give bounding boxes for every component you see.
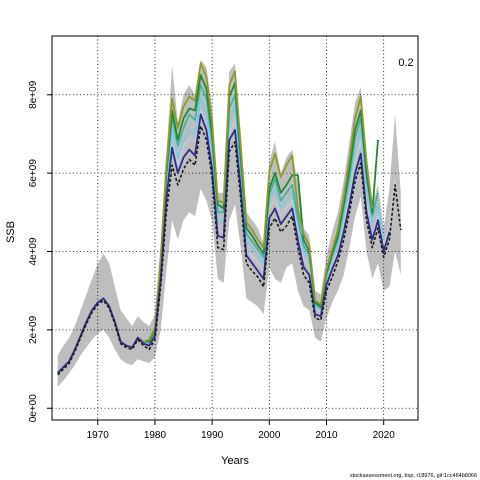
y-tick-label: 0e+00 <box>28 394 39 423</box>
x-tick-label: 2000 <box>258 430 281 441</box>
plot-frame <box>51 35 419 421</box>
y-tick-label: 6e+09 <box>28 159 39 188</box>
y-axis: 0e+00 2e+09 4e+09 6e+09 8e+09 <box>28 80 52 422</box>
series-line-7 <box>57 125 402 376</box>
x-tick-label: 2010 <box>315 430 338 441</box>
x-axis-title: Years <box>221 455 249 467</box>
x-tick-label: 2020 <box>373 430 396 441</box>
y-axis-title: SSB <box>5 221 17 243</box>
x-tick-label: 1980 <box>144 430 167 441</box>
credit-text: stockassessment.org, bsp, r18976, git:1c… <box>350 473 477 479</box>
x-axis: 1970 1980 1990 2000 2010 2020 <box>87 420 396 441</box>
y-tick-label: 4e+09 <box>28 237 39 266</box>
y-tick-label: 2e+09 <box>28 315 39 344</box>
x-tick-label: 1990 <box>201 430 224 441</box>
x-tick-label: 1970 <box>87 430 110 441</box>
corner-annotation: 0.2 <box>398 57 413 69</box>
series-layer <box>57 62 402 376</box>
y-tick-label: 8e+09 <box>28 80 39 109</box>
